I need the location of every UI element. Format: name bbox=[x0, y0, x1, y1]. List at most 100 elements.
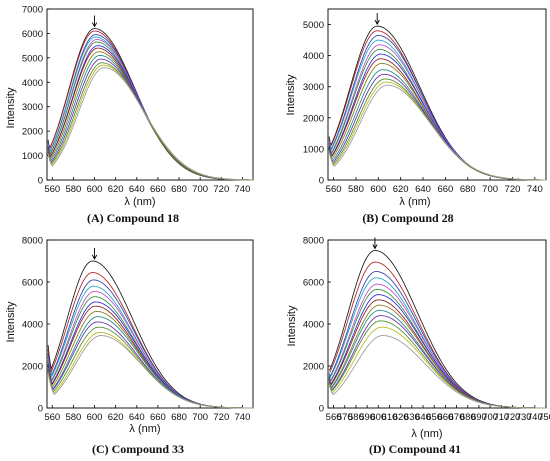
y-tick-label: 1000 bbox=[22, 151, 43, 162]
y-tick-label: 6000 bbox=[22, 29, 43, 40]
x-tick-label: 660 bbox=[150, 412, 166, 423]
x-axis-title: λ (nm) bbox=[129, 423, 160, 435]
x-tick-label: 720 bbox=[213, 184, 229, 195]
emission-curve bbox=[47, 321, 253, 409]
y-tick-label: 0 bbox=[38, 176, 43, 187]
panel-caption: (A) Compound 18 bbox=[87, 211, 179, 225]
x-tick-label: 580 bbox=[348, 412, 364, 423]
emission-curve bbox=[47, 54, 253, 181]
emission-curve bbox=[47, 260, 253, 409]
x-tick-label: 750 bbox=[538, 412, 550, 423]
emission-curve bbox=[47, 285, 253, 409]
panel-b: Intensity λ (nm) (B) Compound 28 560 580 6… bbox=[285, 8, 547, 225]
y-axis-title: Intensity bbox=[286, 305, 298, 346]
x-tick-label: 720 bbox=[213, 412, 229, 423]
x-axis-title: λ (nm) bbox=[399, 196, 430, 208]
x-tick-label: 640 bbox=[129, 184, 145, 195]
x-tick-label: 740 bbox=[235, 412, 251, 423]
emission-curve bbox=[47, 316, 254, 409]
x-tick-label: 700 bbox=[192, 184, 208, 195]
plot-frame bbox=[46, 8, 254, 181]
x-tick-label: 610 bbox=[382, 412, 398, 423]
x-tick-label: 720 bbox=[505, 412, 521, 423]
x-tick-label: 600 bbox=[370, 412, 386, 423]
arrow-head bbox=[91, 254, 98, 260]
x-tick-label: 620 bbox=[108, 184, 124, 195]
x-tick-label: 650 bbox=[426, 412, 442, 423]
x-tick-label: 680 bbox=[460, 412, 476, 423]
y-tick-label: 4000 bbox=[303, 51, 324, 62]
x-tick-label: 640 bbox=[129, 412, 145, 423]
emission-curve bbox=[47, 36, 253, 181]
x-tick-label: 680 bbox=[460, 184, 476, 195]
y-tick-label: 4000 bbox=[22, 320, 43, 331]
emission-curve bbox=[328, 84, 547, 181]
emission-curve bbox=[47, 291, 253, 409]
x-tick-label: 620 bbox=[393, 184, 409, 195]
emission-curve bbox=[47, 67, 254, 181]
x-tick-label: 600 bbox=[87, 412, 103, 423]
x-tick-label: 570 bbox=[337, 412, 353, 423]
x-tick-label: 740 bbox=[527, 412, 543, 423]
emission-curve bbox=[47, 39, 254, 181]
y-tick-label: 2000 bbox=[303, 362, 324, 373]
y-tick-label: 7000 bbox=[22, 5, 43, 16]
x-tick-label: 710 bbox=[493, 412, 509, 423]
emission-curve bbox=[47, 296, 253, 409]
emission-curve bbox=[328, 53, 547, 181]
x-tick-label: 580 bbox=[65, 184, 81, 195]
y-tick-label: 2000 bbox=[22, 127, 43, 138]
y-tick-label: 8000 bbox=[303, 236, 324, 247]
y-tick-label: 2000 bbox=[22, 362, 43, 373]
emission-curve bbox=[47, 279, 253, 409]
y-tick-label: 0 bbox=[319, 404, 324, 415]
panel-caption: (C) Compound 33 bbox=[92, 442, 184, 456]
x-tick-label: 580 bbox=[65, 412, 81, 423]
y-tick-label: 0 bbox=[38, 404, 43, 415]
x-tick-label: 660 bbox=[437, 184, 453, 195]
emission-curve bbox=[47, 335, 253, 409]
emission-curve bbox=[328, 335, 546, 409]
y-tick-label: 2000 bbox=[303, 113, 324, 124]
x-tick-label: 730 bbox=[516, 412, 532, 423]
y-axis-title: Intensity bbox=[5, 301, 17, 342]
x-tick-label: 630 bbox=[404, 412, 420, 423]
x-tick-label: 700 bbox=[482, 184, 498, 195]
x-tick-label: 560 bbox=[326, 412, 342, 423]
x-tick-label: 740 bbox=[527, 184, 543, 195]
y-tick-label: 6000 bbox=[22, 278, 43, 289]
x-tick-label: 680 bbox=[171, 412, 187, 423]
y-tick-label: 4000 bbox=[303, 320, 324, 331]
y-tick-label: 1000 bbox=[303, 144, 324, 155]
x-tick-label: 620 bbox=[393, 412, 409, 423]
x-tick-label: 700 bbox=[482, 412, 498, 423]
x-axis-title: λ (nm) bbox=[411, 428, 442, 440]
x-tick-label: 680 bbox=[171, 184, 187, 195]
y-tick-label: 5000 bbox=[303, 20, 324, 31]
y-tick-label: 5000 bbox=[22, 53, 43, 64]
emission-curve bbox=[328, 288, 547, 409]
y-tick-label: 3000 bbox=[22, 102, 43, 113]
x-tick-label: 560 bbox=[44, 412, 60, 423]
emission-curve bbox=[328, 299, 547, 409]
x-tick-label: 660 bbox=[437, 412, 453, 423]
emission-curve bbox=[328, 35, 547, 181]
x-tick-label: 740 bbox=[235, 184, 251, 195]
x-tick-label: 670 bbox=[449, 412, 465, 423]
x-axis-title: λ (nm) bbox=[124, 196, 155, 208]
emission-curve bbox=[47, 47, 254, 181]
panel-c: Intensity λ (nm) (C) Compound 33 560 580 6… bbox=[5, 236, 254, 456]
x-tick-label: 560 bbox=[326, 184, 342, 195]
emission-curve bbox=[328, 304, 546, 409]
x-tick-label: 590 bbox=[359, 412, 375, 423]
arrow-head bbox=[372, 244, 378, 250]
x-tick-label: 690 bbox=[471, 412, 487, 423]
panel-caption: (B) Compound 28 bbox=[362, 211, 453, 225]
x-tick-label: 560 bbox=[44, 184, 60, 195]
x-tick-label: 580 bbox=[348, 184, 364, 195]
y-tick-label: 0 bbox=[319, 176, 324, 187]
panel-caption: (D) Compound 41 bbox=[369, 442, 461, 456]
emission-curve bbox=[328, 25, 546, 181]
emission-curve bbox=[328, 277, 547, 409]
